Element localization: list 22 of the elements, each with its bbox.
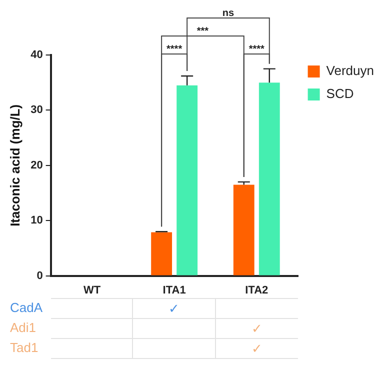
x-tick-label: WT (83, 284, 101, 296)
legend-label: SCD (326, 86, 354, 102)
text: Adi1 (10, 318, 36, 337)
legend-label: Verduyn (326, 63, 374, 78)
text: CadA (10, 298, 43, 317)
y-axis-title: Itaconic acid (mg/L) (7, 104, 22, 226)
text: ✓ (132, 298, 216, 318)
y-tick-label: 0 (36, 270, 43, 282)
annotation: **** (166, 44, 182, 55)
text: ✓ (216, 318, 298, 338)
annotation: **** (248, 44, 265, 55)
bar (151, 232, 172, 276)
bar (233, 184, 254, 276)
x-tick-label: ITA2 (245, 284, 268, 296)
y-tick-label: 40 (30, 49, 43, 62)
text: ✓ (216, 338, 298, 358)
y-tick-label: 20 (30, 159, 43, 172)
text: *** (196, 26, 209, 37)
y-tick-label: 10 (30, 214, 43, 227)
x-tick-label: ITA1 (162, 284, 186, 296)
y-tick-label: 30 (30, 104, 43, 116)
text: Tad1 (10, 338, 38, 357)
